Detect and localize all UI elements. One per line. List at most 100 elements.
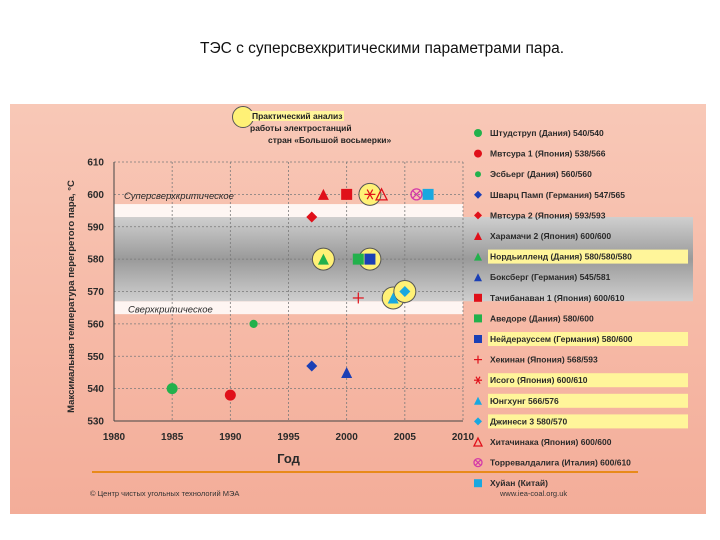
legend-marker [474,314,482,323]
y-tick-label: 560 [87,319,104,330]
marker-triangle [474,232,482,240]
marker-diamond [474,190,482,199]
legend-label: Нейдерауссем (Германия) 580/600 [490,334,633,344]
marker-circle-cross [473,457,483,468]
legend-marker [474,211,482,220]
legend-marker [472,436,484,447]
legend-marker [474,479,482,488]
y-tick-label: 550 [87,352,104,363]
legend-marker [474,149,482,158]
footer-url: www.iea-coal.org.uk [500,489,568,498]
legend-marker [474,252,482,261]
data-point [306,211,318,223]
data-point [224,389,236,401]
y-tick-label: 590 [87,222,104,233]
marker-triangle [474,252,482,261]
legend-label: Аведоре (Дания) 580/600 [490,313,594,323]
legend-label: Нордьилленд (Дания) 580/580/580 [490,252,632,262]
marker-plus [474,355,482,364]
legend-marker [474,335,482,343]
marker-square [474,479,482,488]
legend-marker [474,376,482,384]
marker-diamond [306,360,318,372]
annotation-supercritical-plus: Суперсверхкритическое [124,191,234,202]
annotation-supercritical: Сверхкритическое [128,305,213,316]
x-tick-label: 2010 [452,432,475,443]
marker-asterisk [364,189,376,200]
note-line-1: Практический анализ [250,111,345,121]
data-point [352,292,364,304]
data-point [410,188,423,201]
legend-highlight [488,332,688,346]
marker-triangle [474,273,482,282]
marker-square [364,253,376,265]
legend-highlight [488,414,688,429]
legend-label: Штудструп (Дания) 540/540 [490,128,604,138]
data-point [341,188,353,200]
data-point [306,360,318,372]
marker-circle [224,389,236,401]
marker-circle-cross-b [412,190,421,199]
y-tick-label: 570 [87,287,104,298]
data-point [387,292,399,304]
legend-label: Исого (Япония) 600/610 [490,375,588,385]
marker-triangle [387,292,399,304]
data-point [422,188,434,200]
legend-label: Мвтсура 1 (Япония) 538/566 [490,149,606,159]
legend-label: Хуйан (Китай) [490,478,548,488]
marker-triangle-open [375,187,389,201]
data-point [364,189,376,200]
analysis-note: Практический анализ работы электростанци… [250,110,410,146]
marker-square [341,188,353,200]
legend-marker [474,190,482,199]
marker-diamond [474,211,482,220]
legend-marker [474,355,482,364]
y-tick-label: 530 [87,417,104,428]
marker-circle [166,383,178,395]
marker-diamond [306,211,318,223]
x-tick-label: 2005 [394,432,417,443]
legend-label: Мвтсура 2 (Япония) 593/593 [490,210,606,220]
legend-label: Эсбьерг (Дания) 560/560 [490,169,592,179]
slide-title: ТЭС с суперсвехкритическими параметрами … [200,40,565,57]
data-point [364,253,376,265]
marker-diamond [474,417,482,426]
data-point [317,188,329,200]
data-point [375,187,389,201]
x-tick-label: 1985 [161,432,184,443]
legend-marker [474,232,482,240]
legend-label: Хекинан (Япония) 568/593 [490,355,598,365]
y-tick-label: 580 [87,255,104,266]
data-point [341,366,353,378]
legend-label: Джинеси 3 580/570 [490,416,567,426]
legend-highlight [488,373,688,388]
legend-label: Боксберг (Германия) 545/581 [490,272,611,282]
y-tick-label: 610 [87,158,104,169]
legend-marker [474,396,482,405]
y-tick-label: 600 [87,190,104,201]
legend-marker [474,417,482,426]
x-tick-label: 2000 [336,432,359,443]
marker-circle-cross-b [474,459,482,466]
x-tick-label: 1980 [103,432,126,443]
marker-circle [249,319,258,328]
marker-circle [474,129,482,137]
legend-marker [474,273,482,282]
legend-label: Шварц Памп (Германия) 547/565 [490,190,625,200]
marker-circle [475,171,481,178]
legend-highlight [488,393,688,408]
data-point [249,319,258,328]
legend-marker [474,129,482,137]
x-axis-title: Год [277,451,300,466]
marker-triangle [341,366,353,378]
marker-asterisk-stroke [366,189,374,200]
x-tick-label: 1990 [219,432,242,443]
legend-label: Юнгхунг 566/576 [490,396,559,406]
marker-square [474,335,482,343]
legend-label: Хитачинака (Япония) 600/600 [490,437,612,447]
legend-label: Тачибанаван 1 (Япония) 600/610 [490,293,625,303]
marker-asterisk-stroke [475,376,481,384]
legend-marker [473,457,483,468]
data-point [317,253,329,265]
